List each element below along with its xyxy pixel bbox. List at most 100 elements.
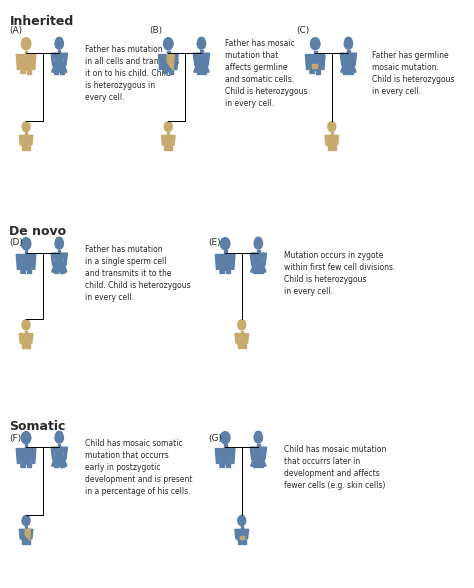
Polygon shape xyxy=(354,54,356,65)
Circle shape xyxy=(344,38,353,50)
Polygon shape xyxy=(215,449,219,463)
Polygon shape xyxy=(235,333,237,343)
Polygon shape xyxy=(27,345,30,348)
Polygon shape xyxy=(328,146,331,150)
Polygon shape xyxy=(16,55,20,69)
Ellipse shape xyxy=(56,432,63,437)
Polygon shape xyxy=(22,540,26,544)
Polygon shape xyxy=(19,529,22,539)
Polygon shape xyxy=(55,466,58,467)
Polygon shape xyxy=(238,345,241,348)
Text: Inherited: Inherited xyxy=(9,15,74,28)
Text: Mutation occurs in zygote
within first few cell divisions.
Child is heterozygous: Mutation occurs in zygote within first f… xyxy=(284,251,396,296)
Polygon shape xyxy=(341,60,356,72)
Polygon shape xyxy=(207,54,210,65)
Polygon shape xyxy=(64,253,67,265)
Polygon shape xyxy=(162,135,164,145)
Circle shape xyxy=(237,319,246,330)
Polygon shape xyxy=(193,54,196,65)
Polygon shape xyxy=(309,55,321,70)
Ellipse shape xyxy=(56,38,63,43)
Ellipse shape xyxy=(255,238,262,243)
Polygon shape xyxy=(242,345,246,348)
Ellipse shape xyxy=(56,238,63,243)
Polygon shape xyxy=(27,270,31,273)
Circle shape xyxy=(21,431,31,445)
Polygon shape xyxy=(194,60,209,72)
Polygon shape xyxy=(30,333,33,343)
Circle shape xyxy=(21,319,31,330)
Polygon shape xyxy=(22,135,30,146)
Circle shape xyxy=(219,237,230,250)
Polygon shape xyxy=(51,447,54,459)
Polygon shape xyxy=(164,146,168,150)
Circle shape xyxy=(55,38,64,50)
Polygon shape xyxy=(226,270,230,273)
Polygon shape xyxy=(22,146,26,150)
Polygon shape xyxy=(20,55,32,70)
Bar xyxy=(25,250,27,255)
Polygon shape xyxy=(226,464,230,467)
Polygon shape xyxy=(220,464,225,467)
Polygon shape xyxy=(251,454,266,466)
Polygon shape xyxy=(64,54,67,65)
Polygon shape xyxy=(246,529,248,539)
Text: Child has mosaic somatic
mutation that occurrs
early in postzygotic
development : Child has mosaic somatic mutation that o… xyxy=(85,439,193,496)
Circle shape xyxy=(254,432,263,444)
Text: Father has germline
mosaic mutation.
Child is heterozygous
in every cell.: Father has germline mosaic mutation. Chi… xyxy=(372,51,455,96)
Polygon shape xyxy=(27,464,31,467)
Polygon shape xyxy=(169,70,173,74)
Circle shape xyxy=(21,237,31,250)
Polygon shape xyxy=(54,54,64,60)
Text: (D): (D) xyxy=(9,238,23,247)
Polygon shape xyxy=(340,54,343,65)
Polygon shape xyxy=(219,449,231,464)
Bar xyxy=(224,250,227,255)
Text: (F): (F) xyxy=(9,434,22,443)
Circle shape xyxy=(21,37,31,51)
Bar xyxy=(331,132,333,135)
Circle shape xyxy=(55,432,64,444)
Polygon shape xyxy=(336,135,338,145)
Polygon shape xyxy=(30,135,33,145)
Polygon shape xyxy=(253,447,264,454)
Text: Father has mutation
in all cells and transmits
it on to his child. Child
is hete: Father has mutation in all cells and tra… xyxy=(85,45,180,102)
Polygon shape xyxy=(51,253,54,265)
Polygon shape xyxy=(54,447,64,454)
Polygon shape xyxy=(173,135,175,145)
Text: (A): (A) xyxy=(9,26,23,35)
Polygon shape xyxy=(60,72,64,74)
Polygon shape xyxy=(19,333,22,343)
Polygon shape xyxy=(27,70,31,74)
Polygon shape xyxy=(162,55,174,70)
Polygon shape xyxy=(235,529,237,539)
Polygon shape xyxy=(332,146,336,150)
Polygon shape xyxy=(237,333,246,345)
Bar xyxy=(58,250,61,253)
Polygon shape xyxy=(32,55,36,69)
Polygon shape xyxy=(264,447,266,459)
Bar xyxy=(167,132,169,135)
Polygon shape xyxy=(250,253,253,265)
Polygon shape xyxy=(22,529,30,540)
Polygon shape xyxy=(202,72,206,74)
Bar xyxy=(58,444,61,447)
Bar xyxy=(25,51,27,55)
Polygon shape xyxy=(55,272,58,273)
Bar xyxy=(25,445,27,449)
Polygon shape xyxy=(20,255,32,270)
Polygon shape xyxy=(52,454,67,466)
Polygon shape xyxy=(16,449,20,463)
Polygon shape xyxy=(250,447,253,459)
Polygon shape xyxy=(238,540,241,544)
Text: Somatic: Somatic xyxy=(9,420,66,433)
Polygon shape xyxy=(344,72,347,74)
Circle shape xyxy=(237,515,246,526)
Circle shape xyxy=(310,37,321,51)
Polygon shape xyxy=(27,146,30,150)
Polygon shape xyxy=(253,253,264,260)
Circle shape xyxy=(164,121,173,132)
Text: (G): (G) xyxy=(209,434,223,443)
Ellipse shape xyxy=(255,432,262,437)
Circle shape xyxy=(197,38,206,50)
